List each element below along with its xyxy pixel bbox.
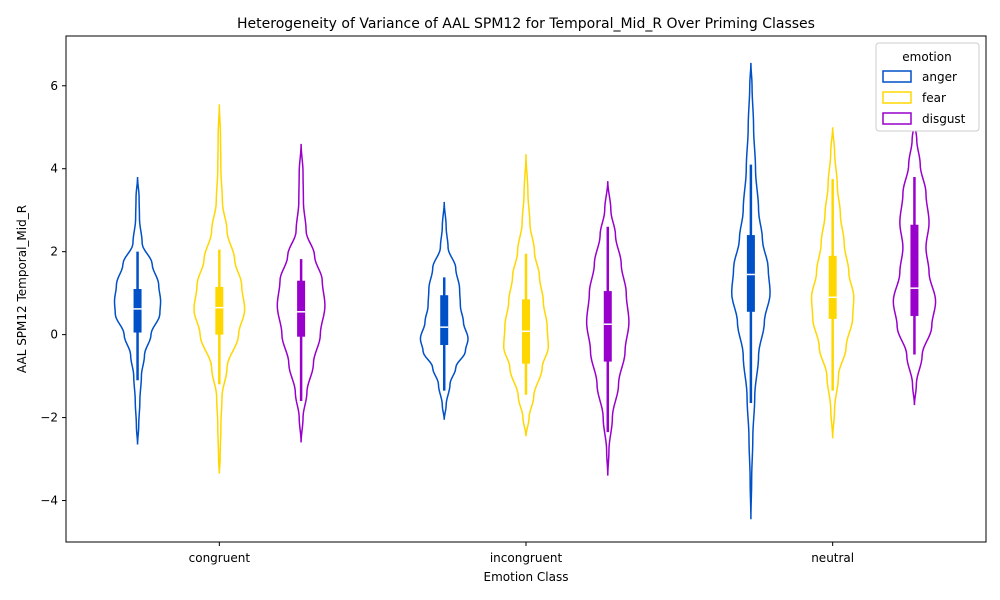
violin-anger-neutral [730,62,771,520]
legend-label-anger: anger [922,70,957,84]
violin-disgust-congruent [276,143,326,443]
iqr-box-anger-incongruent [440,295,449,345]
violin-disgust-incongruent [585,181,630,476]
y-tick-label: −2 [40,411,58,425]
legend-entries: anger fear disgust [882,70,966,126]
iqr-box-disgust-congruent [297,280,306,337]
legend: emotion anger fear disgust [875,42,980,132]
iqr-box-anger-neutral [746,235,755,312]
x-tick-label-incongruent: incongruent [490,551,563,565]
x-ticks: congruent incongruent neutral [189,542,854,565]
y-axis-label: AAL SPM12 Temporal_Mid_R [15,205,29,373]
chart-title: Heterogeneity of Variance of AAL SPM12 f… [237,16,815,32]
y-tick-label: −4 [40,494,58,508]
legend-swatch-fear [882,91,912,104]
legend-label-disgust: disgust [922,112,966,126]
violin-anger-incongruent [419,201,469,420]
x-tick-label-congruent: congruent [189,551,251,565]
iqr-box-disgust-neutral [910,224,919,316]
y-ticks: −4 −2 0 2 4 6 [40,79,66,508]
violin-fear-neutral [810,127,855,439]
y-tick-label: 6 [50,79,58,93]
iqr-box-disgust-incongruent [603,291,612,362]
violin-fear-incongruent [503,154,549,437]
iqr-box-fear-neutral [828,255,837,319]
legend-swatch-disgust [882,112,912,125]
legend-label-fear: fear [922,91,946,105]
y-tick-label: 4 [50,162,58,176]
x-tick-label-neutral: neutral [811,551,854,565]
legend-swatch-anger [882,70,912,83]
legend-title: emotion [902,50,951,64]
violins-layer [113,62,937,520]
y-tick-label: 2 [50,245,58,259]
x-axis-label: Emotion Class [484,570,569,584]
legend-box [875,42,980,132]
iqr-box-fear-congruent [215,286,224,335]
iqr-box-anger-congruent [133,289,142,333]
violin-fear-congruent [193,104,246,474]
y-tick-label: 0 [50,328,58,342]
violin-anger-congruent [113,176,162,445]
